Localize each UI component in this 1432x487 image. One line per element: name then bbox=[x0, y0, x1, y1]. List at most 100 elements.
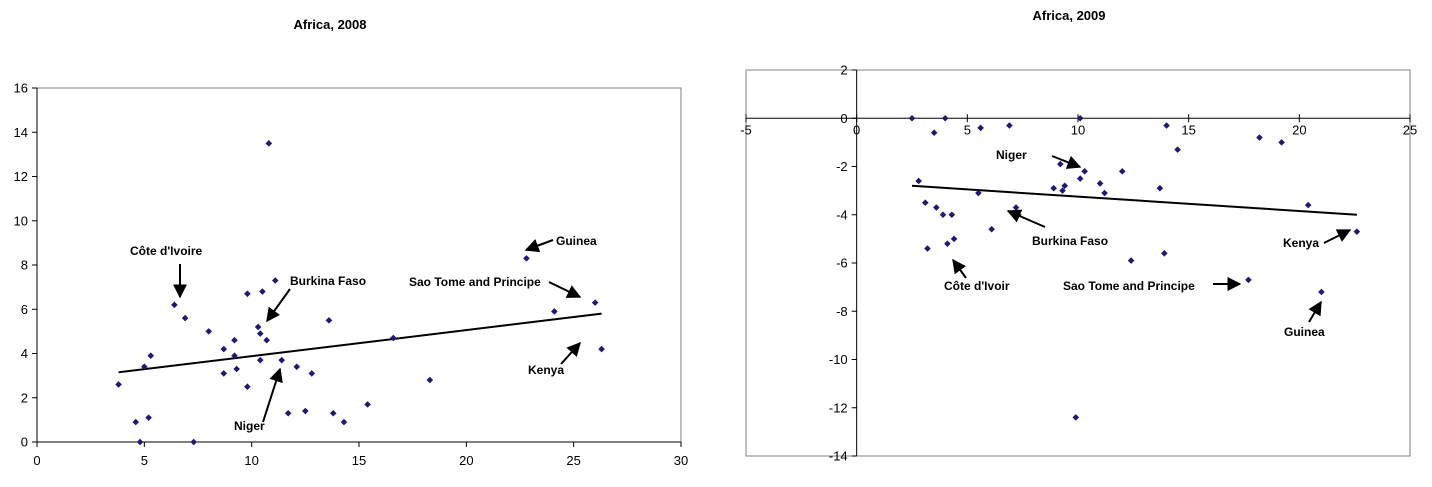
trendline bbox=[118, 312, 602, 374]
annotations: Niger Burkina Faso Côte d'Ivoir Sao Tome… bbox=[944, 148, 1352, 339]
x-tick-label: 30 bbox=[674, 453, 688, 468]
data-point bbox=[231, 336, 238, 344]
x-tick-label: 10 bbox=[244, 453, 258, 468]
x-tick-label: 20 bbox=[1292, 122, 1306, 137]
annotation-label: Niger bbox=[234, 419, 265, 433]
data-point bbox=[921, 199, 929, 206]
data-point bbox=[915, 177, 922, 185]
annotation-label: Niger bbox=[996, 148, 1027, 162]
y-tick-label: 16 bbox=[14, 81, 28, 96]
data-point bbox=[256, 330, 264, 337]
y-tick-label: 0 bbox=[21, 435, 28, 450]
annotation-arrow bbox=[952, 258, 967, 279]
annotation-label: Sao Tome and Principe bbox=[409, 275, 541, 289]
data-point bbox=[271, 277, 279, 284]
x-tick-label: 5 bbox=[964, 122, 971, 137]
data-point bbox=[939, 211, 947, 219]
annotations: Côte d'Ivoire Burkina Faso Niger Guinea … bbox=[130, 234, 597, 433]
data-points bbox=[115, 140, 605, 446]
data-point bbox=[1056, 160, 1064, 168]
data-point bbox=[259, 288, 266, 295]
x-tick-label: 20 bbox=[459, 453, 473, 468]
data-point bbox=[205, 328, 213, 335]
annotation-arrow bbox=[266, 288, 291, 323]
data-point bbox=[975, 189, 982, 197]
chart-title: Africa, 2009 bbox=[1033, 8, 1106, 23]
x-tick-label: -5 bbox=[740, 122, 752, 137]
x-tick-label: 25 bbox=[566, 453, 580, 468]
plot-area bbox=[745, 69, 1411, 457]
data-point bbox=[523, 255, 530, 262]
data-point bbox=[233, 365, 240, 373]
y-axis: 0 2 4 6 8 10 12 14 16 bbox=[14, 81, 38, 450]
data-point bbox=[220, 370, 228, 377]
data-point bbox=[1256, 134, 1263, 141]
annotation-label: Côte d'Ivoir bbox=[944, 279, 1010, 293]
annotation-arrow bbox=[1323, 229, 1352, 244]
data-point bbox=[1156, 184, 1164, 192]
annotation-label: Kenya bbox=[1283, 236, 1319, 250]
data-point bbox=[220, 345, 228, 353]
x-tick-label: 0 bbox=[33, 453, 40, 468]
data-point bbox=[988, 225, 995, 233]
data-point bbox=[364, 401, 371, 408]
annotation-arrow bbox=[262, 367, 283, 423]
data-point bbox=[329, 409, 337, 417]
data-point bbox=[1278, 139, 1285, 146]
data-point bbox=[145, 414, 152, 421]
data-point bbox=[171, 301, 178, 309]
annotation-label: Sao Tome and Principe bbox=[1063, 279, 1195, 293]
annotation-label: Burkina Faso bbox=[1032, 234, 1108, 248]
data-point bbox=[1059, 187, 1066, 194]
data-point bbox=[1006, 122, 1013, 129]
data-point bbox=[1118, 168, 1126, 175]
data-point bbox=[1096, 180, 1104, 187]
data-point bbox=[908, 114, 916, 122]
y-tick-label: 12 bbox=[14, 169, 28, 184]
y-tick-label: 4 bbox=[21, 346, 28, 361]
data-point bbox=[950, 235, 958, 243]
data-point bbox=[1245, 276, 1252, 284]
data-point bbox=[302, 407, 309, 415]
data-point bbox=[591, 299, 599, 306]
y-tick-label: 10 bbox=[14, 213, 28, 228]
y-tick-label: -10 bbox=[829, 352, 848, 367]
data-point bbox=[390, 334, 397, 342]
y-tick-label: -2 bbox=[836, 159, 848, 174]
data-point bbox=[1050, 184, 1057, 192]
data-point bbox=[933, 204, 940, 211]
y-tick-label: -14 bbox=[829, 449, 848, 464]
data-point bbox=[924, 245, 931, 252]
data-point bbox=[340, 418, 348, 426]
y-tick-label: 2 bbox=[840, 63, 847, 78]
y-tick-label: 6 bbox=[21, 302, 28, 317]
data-point bbox=[941, 114, 949, 122]
x-tick-label: 15 bbox=[352, 453, 366, 468]
data-point bbox=[284, 409, 292, 417]
data-point bbox=[1012, 204, 1020, 211]
chart-2009: Africa, 2009 20 -2 -4 -6 -8 -10 -12 -14 -5 0 5 10 1… bbox=[740, 8, 1417, 464]
y-tick-label: -8 bbox=[836, 304, 848, 319]
data-point bbox=[115, 381, 122, 388]
data-point bbox=[256, 356, 264, 364]
data-point bbox=[944, 240, 951, 247]
data-point bbox=[181, 314, 189, 322]
data-point bbox=[1353, 228, 1361, 235]
annotation-label: Kenya bbox=[528, 363, 564, 377]
x-tick-label: 10 bbox=[1071, 122, 1085, 137]
data-points bbox=[908, 114, 1361, 421]
data-point bbox=[263, 336, 270, 344]
annotation-arrow bbox=[1006, 209, 1046, 228]
y-tick-label: 14 bbox=[14, 125, 28, 140]
x-tick-label: 15 bbox=[1181, 122, 1195, 137]
data-point bbox=[141, 363, 148, 371]
data-point bbox=[1318, 288, 1325, 296]
annotation-label: Guinea bbox=[1284, 325, 1325, 339]
x-axis: 0 5 10 15 20 25 30 bbox=[33, 441, 688, 468]
annotation-arrow bbox=[560, 341, 581, 365]
data-point bbox=[254, 323, 262, 331]
data-point bbox=[132, 418, 140, 426]
data-point bbox=[278, 356, 286, 364]
y-tick-label: -6 bbox=[836, 256, 848, 271]
